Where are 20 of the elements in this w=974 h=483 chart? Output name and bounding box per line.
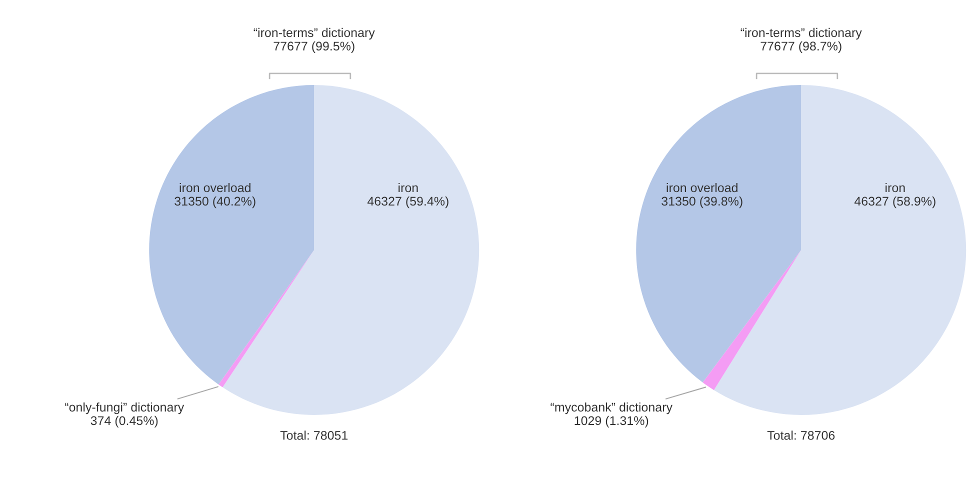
data-label: 31350 (40.2%) [174,196,256,208]
data-label: 46327 (59.4%) [367,196,448,208]
slice-label: iron [398,182,418,192]
text: Total: 78051 [280,430,348,440]
data-label: 1029 (1.31%) [574,416,648,428]
slice-label: iron overload [180,182,250,192]
pie-slice [218,250,314,388]
data-label: 31350 (39.8%) [662,196,742,208]
data-label: 374 (0.45%) [90,416,158,428]
slice-label: “only-fungi” dictionary [65,402,184,414]
pie-slice [636,85,802,382]
text: Total: 78706 [767,430,835,440]
text: “iron-terms” dictionary 77677 (98.7%) [740,28,862,53]
text: “iron-terms” dictionary 77677 (99.5%) [254,28,375,53]
slice-label: “mycobank” dictionary [550,402,672,414]
pie-slice [149,85,314,384]
slice-label: iron [886,182,905,192]
data-label: 46327 (58.9%) [854,196,936,208]
slice-label: iron overload [666,182,738,192]
pie-slice [702,250,802,390]
